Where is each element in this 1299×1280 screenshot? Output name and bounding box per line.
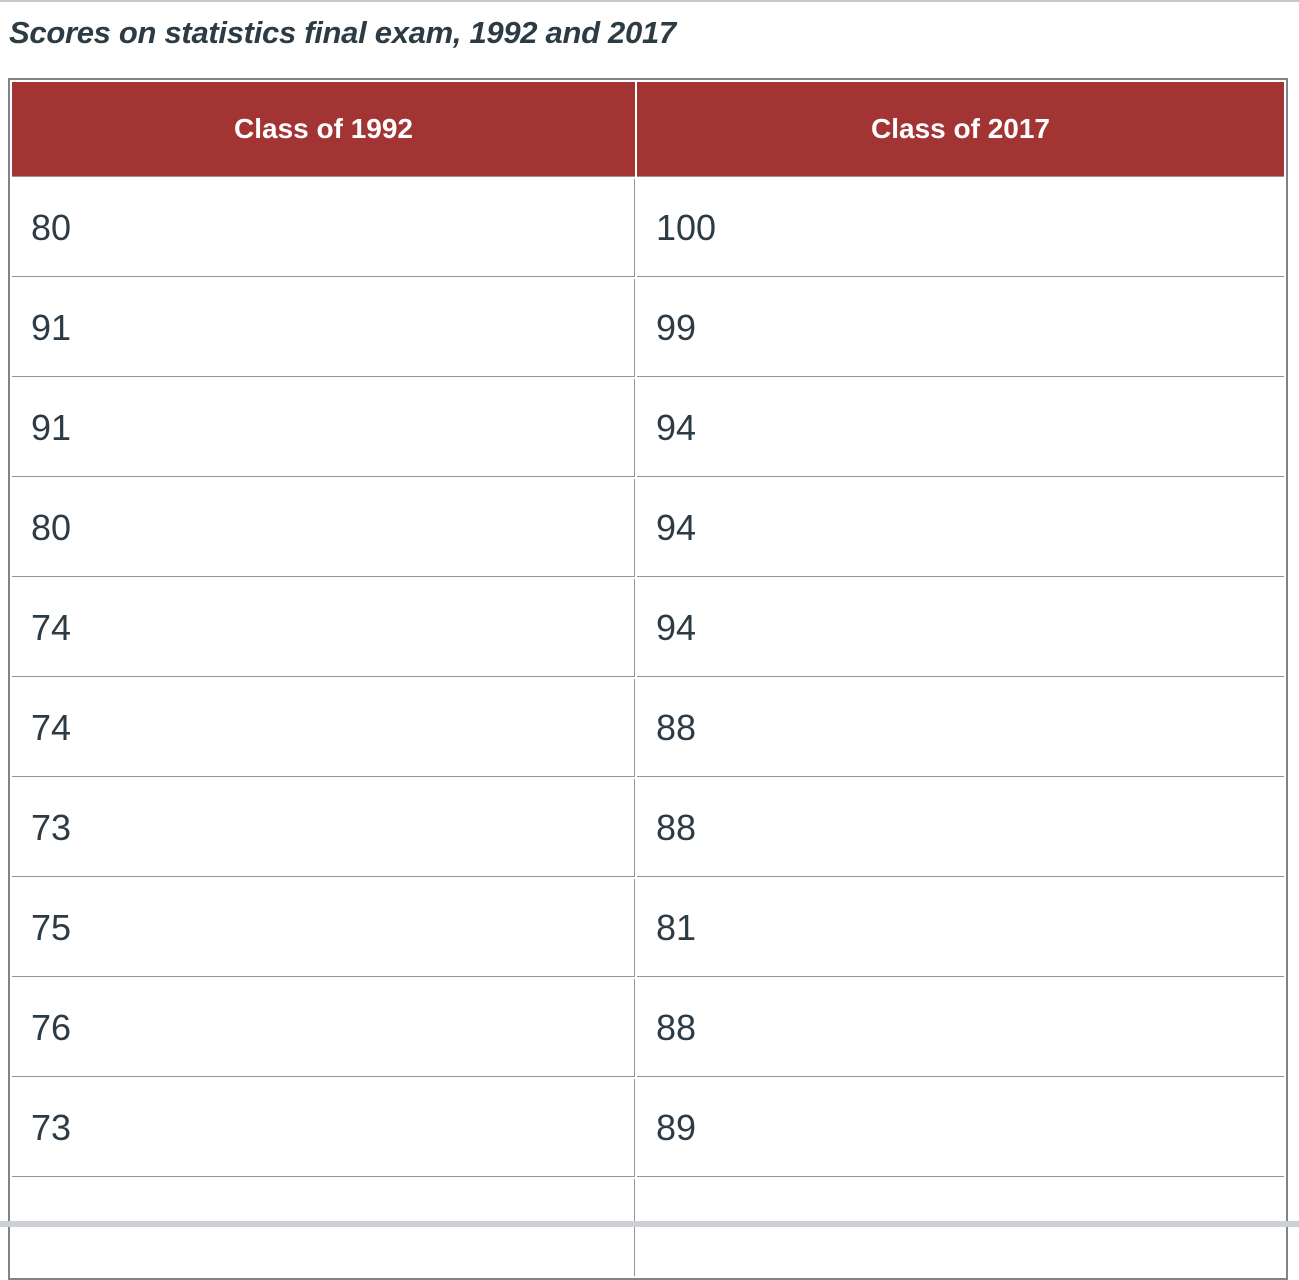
score-cell-2017: 94: [637, 379, 1284, 477]
page-title: Scores on statistics final exam, 1992 an…: [9, 15, 676, 50]
table-row: [12, 1179, 1284, 1276]
header-row: Class of 1992 Class of 2017: [12, 82, 1284, 177]
column-header-2017: Class of 2017: [637, 82, 1284, 177]
table-row: 80 94: [12, 479, 1284, 577]
score-cell-2017: 88: [637, 679, 1284, 777]
score-cell-1992: 73: [12, 1079, 635, 1177]
table-row: 73 88: [12, 779, 1284, 877]
table-header: Class of 1992 Class of 2017: [12, 82, 1284, 177]
score-cell-1992: 91: [12, 279, 635, 377]
score-cell-2017: 88: [637, 979, 1284, 1077]
table-row: 91 94: [12, 379, 1284, 477]
score-cell-1992: 80: [12, 179, 635, 277]
table-row: 74 88: [12, 679, 1284, 777]
score-cell-2017: [637, 1179, 1284, 1276]
table-row: 74 94: [12, 579, 1284, 677]
table-row: 76 88: [12, 979, 1284, 1077]
score-cell-1992: 76: [12, 979, 635, 1077]
table-row: 80 100: [12, 179, 1284, 277]
column-header-1992: Class of 1992: [12, 82, 635, 177]
viewport-bottom-edge: [0, 1221, 1299, 1227]
score-cell-2017: 94: [637, 479, 1284, 577]
score-cell-1992: 74: [12, 679, 635, 777]
table-body: 80 100 91 99 91 94 80 94 74 94 74 88 73 …: [12, 179, 1284, 1276]
score-cell-2017: 99: [637, 279, 1284, 377]
score-cell-2017: 81: [637, 879, 1284, 977]
score-cell-1992: [12, 1179, 635, 1276]
score-cell-2017: 100: [637, 179, 1284, 277]
scores-table: Class of 1992 Class of 2017 80 100 91 99…: [8, 78, 1288, 1280]
score-cell-2017: 94: [637, 579, 1284, 677]
table-row: 75 81: [12, 879, 1284, 977]
score-cell-1992: 74: [12, 579, 635, 677]
score-cell-1992: 73: [12, 779, 635, 877]
score-cell-2017: 88: [637, 779, 1284, 877]
table-row: 91 99: [12, 279, 1284, 377]
table-row: 73 89: [12, 1079, 1284, 1177]
page-top-divider: [0, 0, 1299, 2]
score-cell-1992: 75: [12, 879, 635, 977]
score-cell-1992: 80: [12, 479, 635, 577]
score-cell-1992: 91: [12, 379, 635, 477]
score-cell-2017: 89: [637, 1079, 1284, 1177]
